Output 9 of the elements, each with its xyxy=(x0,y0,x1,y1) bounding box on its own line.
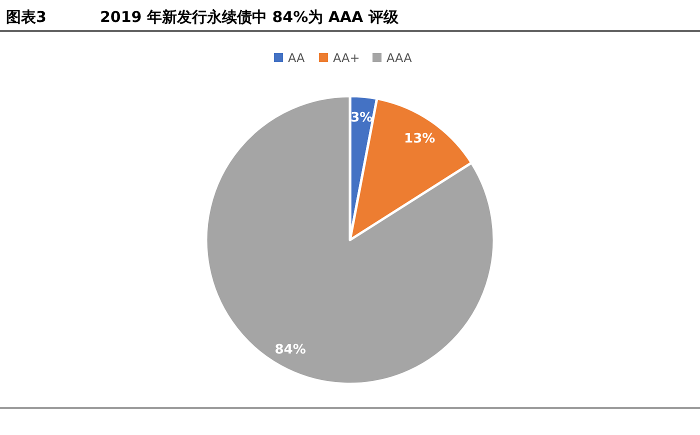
text: 图表3 xyxy=(6,8,46,26)
legend-label: AAA xyxy=(386,51,413,65)
legend-label: AA xyxy=(288,51,306,65)
pie-slice xyxy=(204,94,496,386)
data-label: 84% xyxy=(274,342,306,358)
legend-label: AA+ xyxy=(333,51,360,65)
chart-title: 2019 年新发行永续债中 84%为 AAA 评级 xyxy=(100,8,400,26)
data-label: 3% xyxy=(350,110,373,126)
data-label: 13% xyxy=(404,132,436,147)
